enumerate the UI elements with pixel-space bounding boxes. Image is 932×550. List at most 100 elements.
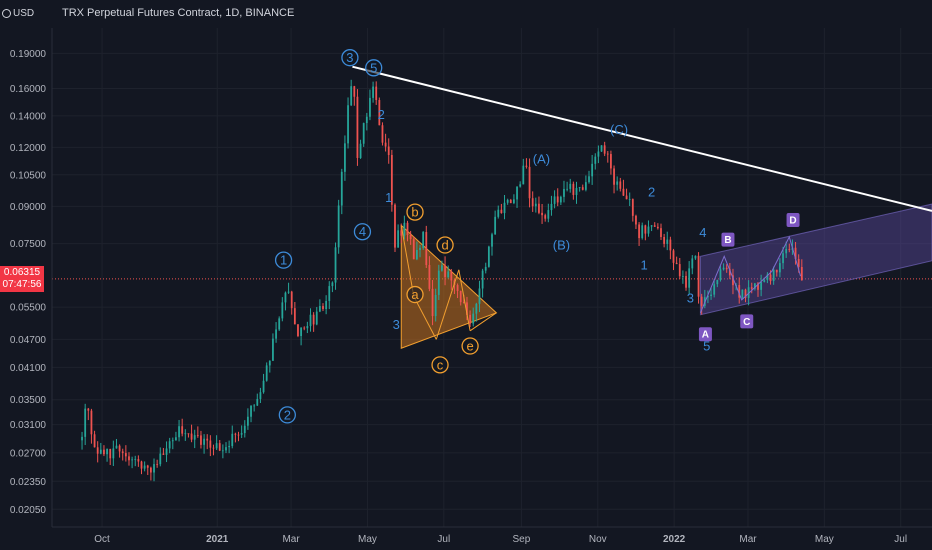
candle-body: [112, 448, 115, 459]
wave-badge: [698, 327, 712, 342]
candle-body: [550, 203, 553, 211]
candle-body: [606, 153, 609, 155]
candle-body: [181, 426, 184, 434]
x-tick-label: Jul: [437, 534, 450, 545]
x-tick-label: Jul: [894, 534, 907, 545]
wave-label-circle: [406, 285, 424, 304]
candle-body: [287, 291, 290, 293]
wave-badge-text: A: [702, 330, 709, 341]
x-tick-label: 2021: [206, 534, 229, 545]
candle-body: [766, 274, 769, 280]
candle-body: [234, 433, 237, 435]
candle-body: [397, 230, 400, 248]
wave-badge: [786, 212, 800, 227]
x-tick-label: Oct: [94, 534, 110, 545]
y-tick-label: 0.10500: [10, 170, 47, 181]
candle-body: [200, 435, 202, 445]
candle-body: [381, 125, 384, 143]
wave-label-text: 1: [640, 258, 647, 273]
candle-body: [459, 290, 462, 303]
wave-badge: [721, 232, 735, 247]
candle-body: [650, 225, 653, 227]
candle-body: [171, 440, 174, 442]
candle-body: [375, 86, 378, 101]
currency-label: USD: [13, 7, 35, 19]
candle-body: [178, 426, 180, 438]
candle-body: [109, 448, 112, 459]
candle-body: [156, 464, 159, 465]
candle-body: [149, 467, 152, 473]
wave-label-circle: [278, 406, 296, 424]
candle-body: [700, 296, 703, 306]
candle-body: [137, 459, 140, 462]
triangle-wave-line: [469, 312, 497, 332]
time-axis[interactable]: Oct 2021 Mar May Jul Sep Nov 2022 Mar May Jul: [0, 526, 932, 550]
wave-badge-text: D: [789, 215, 796, 226]
candle-body: [475, 303, 478, 314]
wave-label-text: (C): [610, 122, 628, 137]
candle-body: [547, 210, 550, 219]
candle-body: [309, 314, 312, 327]
candle-body: [653, 225, 656, 227]
bar-countdown: 07:47:56: [2, 279, 42, 290]
candle-body: [365, 116, 368, 124]
candle-body: [541, 212, 543, 216]
y-tick-label: 0.03500: [10, 395, 47, 406]
candle-body: [538, 203, 540, 213]
candle-body: [403, 222, 406, 236]
candle-body: [165, 448, 168, 455]
candles: [81, 79, 803, 482]
y-tick-label: 0.14000: [10, 111, 47, 122]
candle-body: [96, 447, 99, 454]
currency-selector[interactable]: USD: [2, 6, 44, 20]
candle-body: [563, 188, 565, 197]
candle-body: [450, 271, 453, 281]
candle-body: [115, 445, 118, 449]
time-axis-bg: [0, 527, 932, 550]
wave-label-text: e: [466, 339, 473, 354]
pattern-overlays: [400, 203, 932, 349]
x-tick-label: Mar: [282, 534, 300, 545]
candle-body: [203, 438, 205, 445]
candle-body: [306, 326, 309, 329]
candle-body: [528, 166, 531, 199]
triangle-wave-line: [435, 269, 460, 340]
candle-body: [775, 269, 778, 273]
candle-body: [622, 188, 625, 196]
x-tick-label: Nov: [589, 534, 607, 545]
candle-body: [800, 266, 803, 281]
y-tick-label: 0.19000: [10, 49, 47, 60]
candle-body: [247, 416, 249, 426]
candle-body: [99, 449, 102, 454]
candle-body: [719, 269, 722, 281]
wave-label-circle: [274, 251, 293, 269]
candle-body: [600, 145, 603, 152]
candle-body: [697, 255, 700, 297]
y-tick-label: 0.16000: [10, 84, 47, 95]
y-tick-label: 0.05500: [10, 303, 47, 314]
candle-body: [353, 86, 356, 97]
candle-body: [331, 282, 334, 287]
candle-body: [206, 438, 209, 441]
triangle-wave-line: [458, 269, 471, 331]
price-channel: [699, 203, 932, 316]
candle-body: [106, 448, 108, 455]
candle-body: [556, 196, 559, 203]
wave-badge-text: C: [743, 317, 750, 328]
candle-body: [400, 230, 403, 236]
candle-body: [134, 459, 137, 460]
y-tick-label: 0.07500: [10, 239, 47, 250]
candle-body: [250, 405, 252, 417]
candle-body: [184, 433, 187, 435]
candle-body: [484, 266, 487, 271]
candle-body: [559, 196, 562, 203]
wave-badge: [740, 314, 754, 329]
candle-body: [240, 433, 243, 435]
candle-body: [785, 249, 788, 254]
candle-body: [275, 329, 277, 339]
wave-label-text: d: [441, 238, 448, 253]
candle-body: [128, 456, 130, 461]
candle-body: [369, 97, 371, 117]
candle-body: [272, 338, 274, 361]
